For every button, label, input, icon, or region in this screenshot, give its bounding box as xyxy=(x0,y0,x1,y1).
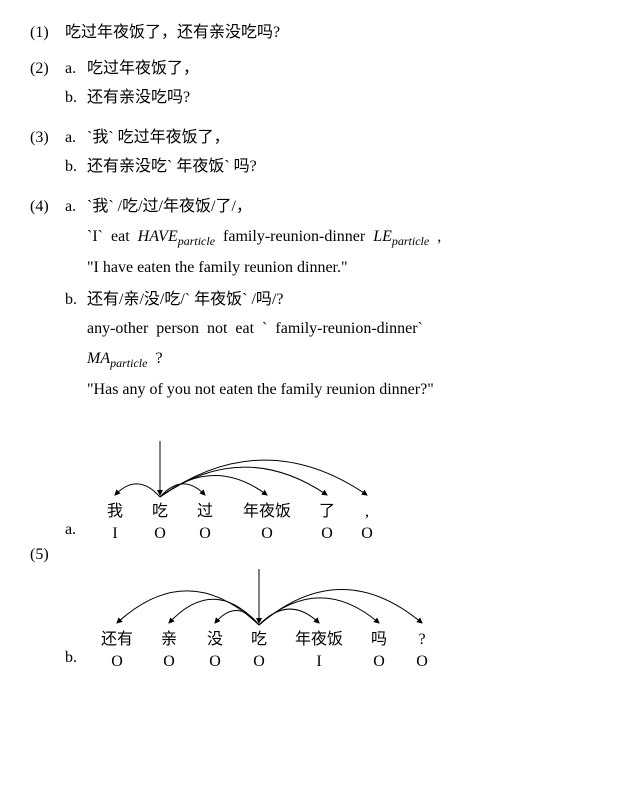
sub-text: 吃过年夜饭了， xyxy=(87,56,610,82)
example-2: (2) a.吃过年夜饭了， b.还有亲没吃吗? xyxy=(30,56,610,115)
translation: "I have eaten the family reunion dinner.… xyxy=(87,255,610,281)
translation: "Has any of you not eaten the family reu… xyxy=(87,377,610,403)
sub-text: 还有亲没吃` 年夜饭` 吗? xyxy=(87,154,610,180)
example-num: (5) xyxy=(30,542,65,568)
example-num: (1) xyxy=(30,20,65,46)
example-5: (5) a. 我吃过年夜饭了,IOOOOO b. 还有亲没吃年夜饭吗?OOOOI… xyxy=(30,439,610,671)
sub-label: b. xyxy=(65,154,87,180)
sub-label: b. xyxy=(65,287,87,313)
sub-text: `我` 吃过年夜饭了， xyxy=(87,125,610,151)
sub-label: a. xyxy=(65,194,87,220)
example-num: (2) xyxy=(30,56,65,115)
sub-label: b. xyxy=(65,85,87,111)
sub-label: a. xyxy=(65,125,87,151)
example-3: (3) a.`我` 吃过年夜饭了， b.还有亲没吃` 年夜饭` 吗? xyxy=(30,125,610,184)
sub-label: a. xyxy=(65,517,87,543)
example-4: (4) a.`我` /吃/过/年夜饭/了/， `I` eat HAVEparti… xyxy=(30,194,610,409)
example-num: (3) xyxy=(30,125,65,184)
example-1: (1) 吃过年夜饭了，还有亲没吃吗? xyxy=(30,20,610,46)
example-text: 吃过年夜饭了，还有亲没吃吗? xyxy=(65,20,610,46)
sub-text: 还有亲没吃吗? xyxy=(87,85,610,111)
sub-label: b. xyxy=(65,645,87,671)
gloss-line: `I` eat HAVEparticle family-reunion-dinn… xyxy=(87,224,610,251)
example-num: (4) xyxy=(30,194,65,409)
dependency-diagram-a: 我吃过年夜饭了,IOOOOO xyxy=(87,439,407,543)
sub-label: a. xyxy=(65,56,87,82)
dependency-diagram-b: 还有亲没吃年夜饭吗?OOOOIOO xyxy=(87,567,457,671)
gloss-line: any-other person not eat ` family-reunio… xyxy=(87,316,610,342)
sub-text: `我` /吃/过/年夜饭/了/， xyxy=(87,194,610,220)
sub-text: 还有/亲/没/吃/` 年夜饭` /吗/? xyxy=(87,287,610,313)
gloss-line: MAparticle ? xyxy=(87,346,610,373)
